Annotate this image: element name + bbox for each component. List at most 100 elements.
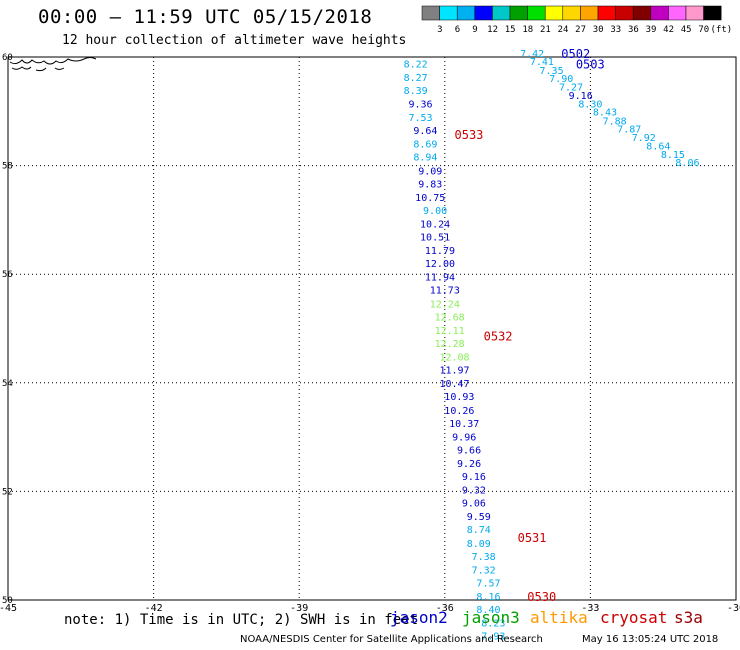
wave-height-value: 12.08	[439, 353, 469, 364]
colorbar-label: 15	[505, 25, 516, 35]
pass-time-label: 0503	[576, 57, 605, 71]
legend-s3a: s3a	[674, 608, 703, 627]
wave-height-value: 10.24	[420, 220, 450, 231]
colorbar-swatch	[632, 5, 652, 21]
y-tick-label: 58	[2, 162, 13, 172]
pass-time-label: 0530	[527, 590, 556, 604]
footer-note: note: 1) Time is in UTC; 2) SWH is in fe…	[64, 612, 419, 628]
wave-height-value: 9.16	[462, 472, 486, 483]
plot-frame	[7, 56, 737, 601]
colorbar-label: 18	[522, 25, 533, 35]
colorbar-swatch	[456, 5, 476, 21]
colorbar-swatch	[527, 5, 546, 21]
wave-height-value: 9.32	[462, 486, 486, 497]
wave-height-value: 10.51	[420, 233, 450, 244]
x-tick-label: -42	[145, 603, 163, 614]
colorbar-swatch	[685, 5, 704, 21]
colorbar-label: 39	[646, 25, 657, 35]
wave-height-value: 11.73	[430, 286, 460, 297]
wave-height-value: 7.27	[559, 83, 583, 94]
y-tick-label: 56	[2, 270, 13, 280]
pass-time-label: 0532	[484, 329, 513, 343]
wave-height-value: 11.97	[439, 366, 469, 377]
wave-height-value: 8.15	[661, 150, 685, 161]
colorbar-label: 70	[698, 25, 709, 35]
wave-height-value: 8.23	[481, 619, 505, 630]
wave-height-value: 9.96	[452, 432, 476, 443]
wave-height-value: 9.26	[457, 459, 481, 470]
colorbar-label: 21	[540, 25, 551, 35]
wave-height-value: 8.64	[646, 141, 670, 152]
colorbar-swatch	[668, 5, 687, 21]
wave-height-value: 9.66	[457, 445, 481, 456]
wave-height-value: 7.93	[481, 632, 505, 643]
x-tick-label: -36	[436, 603, 454, 614]
colorbar-label: 12	[487, 25, 498, 35]
colorbar-swatch	[580, 5, 599, 21]
wave-height-value: 9.16	[569, 91, 593, 102]
colorbar-label: 42	[663, 25, 674, 35]
wave-height-value: 8.40	[476, 605, 500, 616]
wave-height-value: 8.94	[413, 153, 437, 164]
wave-height-value: 9.83	[418, 179, 442, 190]
colorbar-swatch	[439, 5, 458, 21]
wave-height-value: 9.00	[423, 206, 447, 217]
wave-height-value: 11.79	[425, 246, 455, 257]
wave-height-value: 9.09	[418, 166, 442, 177]
wave-height-value: 9.59	[467, 512, 491, 523]
wave-height-value: 8.06	[675, 158, 699, 169]
y-tick-label: 50	[2, 596, 13, 606]
x-tick-label: -33	[581, 603, 599, 614]
wave-height-value: 9.36	[408, 99, 432, 110]
colorbar-swatch	[562, 5, 581, 21]
page-subtitle: 12 hour collection of altimeter wave hei…	[62, 33, 407, 48]
wave-height-value: 7.53	[408, 113, 432, 124]
wave-height-value: 8.69	[413, 140, 437, 151]
wave-height-value: 10.26	[444, 406, 474, 417]
wave-height-value: 10.75	[415, 193, 445, 204]
y-tick-label: 60	[2, 53, 13, 63]
wave-height-value: 11.94	[425, 273, 455, 284]
wave-height-value: 8.39	[404, 86, 428, 97]
wave-height-value: 12.68	[435, 312, 465, 323]
page-title: 00:00 – 11:59 UTC 05/15/2018	[38, 6, 373, 28]
legend-jason2: jason2	[390, 608, 448, 627]
x-tick-label: -30	[727, 603, 740, 614]
wave-height-value: 9.06	[462, 499, 486, 510]
x-tick-label: -45	[0, 603, 17, 614]
wave-height-value: 10.47	[439, 379, 469, 390]
wave-height-value: 12.00	[425, 259, 455, 270]
wave-height-value: 12.11	[435, 326, 465, 337]
colorbar-label: 45	[681, 25, 692, 35]
colorbar-swatch	[615, 5, 634, 21]
coastline	[11, 66, 65, 72]
wave-height-value: 8.43	[593, 108, 617, 119]
wave-height-value: 7.92	[632, 133, 656, 144]
colorbar-swatch	[544, 5, 564, 21]
legend-cryosat: cryosat	[600, 608, 668, 627]
wave-height-value: 8.22	[404, 59, 428, 70]
colorbar-label: 3	[437, 25, 442, 35]
colorbar-swatch	[421, 5, 440, 21]
colorbar-swatch	[474, 5, 493, 21]
wave-height-value: 7.38	[472, 552, 496, 563]
colorbar-label: 9	[472, 25, 477, 35]
wave-height-value: 8.09	[467, 539, 491, 550]
colorbar-label: (ft)	[711, 25, 733, 35]
generated-timestamp: May 16 13:05:24 UTC 2018	[582, 634, 719, 645]
wave-height-value: 10.93	[444, 392, 474, 403]
colorbar-swatch	[509, 5, 528, 21]
colorbar-swatch	[703, 5, 722, 21]
wave-height-value: 7.42	[520, 49, 544, 60]
colorbar-label: 24	[558, 25, 569, 35]
legend-jason3: jason3	[462, 608, 520, 627]
wave-height-value: 7.35	[540, 66, 564, 77]
coastline	[9, 57, 97, 65]
wave-height-value: 8.30	[578, 99, 602, 110]
colorbar-label: 6	[455, 25, 460, 35]
wave-height-value: 7.87	[617, 124, 641, 135]
colorbar-label: 36	[628, 25, 639, 35]
x-tick-label: -39	[290, 603, 308, 614]
pass-time-label: 0531	[518, 531, 547, 545]
